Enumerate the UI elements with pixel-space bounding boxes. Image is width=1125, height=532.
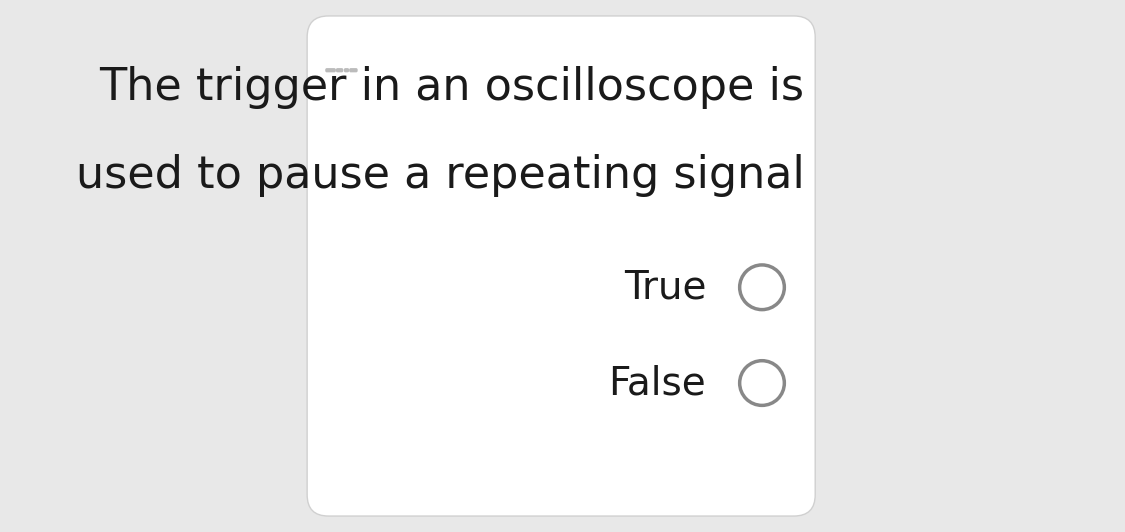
- Circle shape: [739, 265, 784, 310]
- FancyBboxPatch shape: [349, 68, 358, 72]
- FancyBboxPatch shape: [336, 68, 343, 72]
- Circle shape: [739, 361, 784, 405]
- FancyBboxPatch shape: [344, 68, 349, 72]
- Text: True: True: [623, 268, 706, 306]
- FancyBboxPatch shape: [307, 16, 816, 516]
- Text: used to pause a repeating signal: used to pause a repeating signal: [75, 154, 804, 197]
- Text: False: False: [609, 364, 706, 402]
- Text: The trigger in an oscilloscope is: The trigger in an oscilloscope is: [99, 66, 804, 109]
- FancyBboxPatch shape: [325, 68, 336, 72]
